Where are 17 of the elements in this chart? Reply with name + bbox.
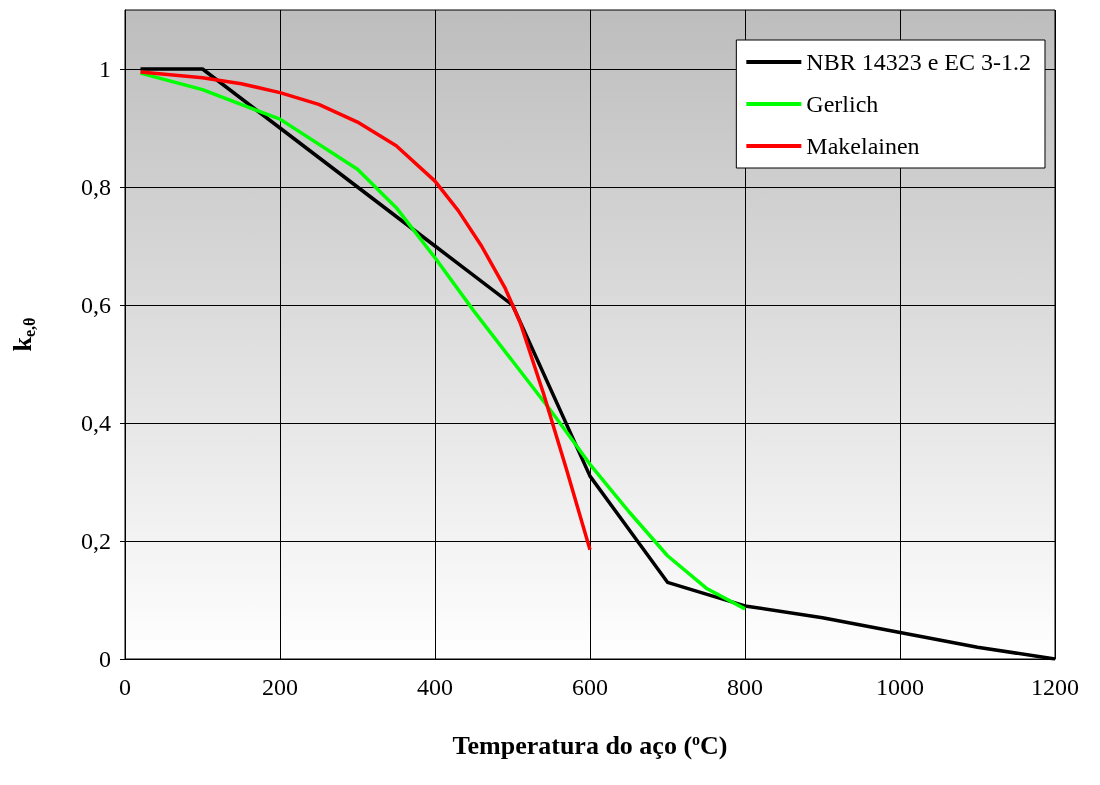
y-tick-label: 0,2 <box>81 528 111 554</box>
y-axis-title: ke,θ <box>7 317 38 352</box>
x-tick-label: 0 <box>119 674 131 700</box>
y-tick-label: 0,4 <box>81 410 111 436</box>
x-tick-label: 1000 <box>876 674 924 700</box>
x-tick-label: 600 <box>572 674 608 700</box>
x-tick-label: 200 <box>262 674 298 700</box>
y-tick-label: 0 <box>99 646 111 672</box>
legend-label: Gerlich <box>806 91 879 117</box>
y-tick-label: 0,8 <box>81 174 111 200</box>
x-tick-label: 800 <box>727 674 763 700</box>
legend-label: Makelainen <box>806 133 920 159</box>
x-tick-label: 1200 <box>1031 674 1079 700</box>
legend-label: NBR 14323 e EC 3-1.2 <box>806 49 1032 75</box>
y-tick-label: 1 <box>99 56 111 82</box>
y-tick-label: 0,6 <box>81 292 111 318</box>
x-tick-label: 400 <box>417 674 453 700</box>
